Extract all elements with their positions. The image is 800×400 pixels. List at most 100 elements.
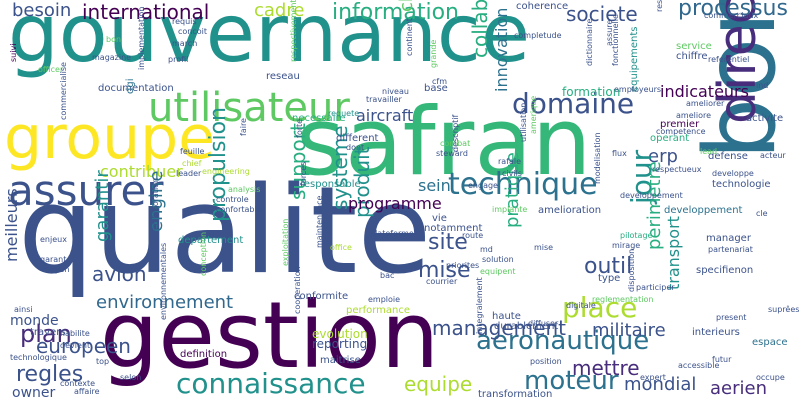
word-108: competence [656,127,706,136]
word-49: innovation [492,7,511,92]
word-111: developpe [712,169,754,178]
word-76: technologie [712,179,771,190]
word-57: documentation [98,83,174,94]
word-10: technique [448,167,598,202]
word-158: affaire [74,387,100,396]
word-104: referentiel [708,55,750,64]
word-71: conformite [294,291,349,302]
word-126: combat [440,139,471,148]
word-184: respectivement [289,0,298,62]
word-42: contribuer [100,162,183,181]
word-82: responsable [300,179,361,190]
word-30: mettre [572,356,640,380]
word-23: mise [418,258,471,283]
word-31: militaire [592,320,666,341]
word-138: respect [655,0,664,12]
word-125: civils [502,169,522,178]
word-77: defense [708,151,748,162]
word-167: office [330,243,352,252]
word-2: gestion [100,282,440,389]
word-59: necessaire [292,113,346,124]
word-153: ainsi [14,305,33,314]
word-137: assure [605,19,614,46]
word-52: programme [348,194,442,213]
word-141: chief [182,159,202,168]
word-32: besoin [12,0,72,21]
word-132: completude [514,31,562,40]
word-43: garantir [92,170,113,242]
word-96: officer [38,65,64,74]
word-0: gouvernance [8,0,531,80]
word-53: sein [418,176,451,195]
word-69: maitrise [320,355,361,366]
word-97: suivi [9,43,18,62]
word-85: coherence [516,1,569,12]
word-152: moyen [42,265,70,274]
word-189: descriptif [451,114,460,152]
word-13: aeronautique [476,326,650,356]
word-190: developpement [620,191,683,200]
word-165: forces [299,161,308,186]
word-160: selon [120,373,142,382]
word-115: partenariat [708,245,753,254]
word-147: confortable [216,205,262,214]
word-26: outil [584,254,633,279]
word-186: faire [239,118,248,136]
word-107: present [716,313,747,322]
word-3: safran [296,88,592,197]
word-72: manager [706,233,751,244]
word-113: acteur [760,151,786,160]
word-14: place [562,291,638,324]
word-144: engineering [202,167,250,176]
word-133: continent [405,18,414,56]
word-140: leader [176,169,202,178]
word-181: futur [712,355,732,364]
word-56: owner [12,385,56,400]
word-123: steward [436,149,468,158]
word-68: reporting [312,337,368,351]
word-73: interieurs [692,327,740,338]
word-187: amerique [529,95,538,134]
word-135: grande [429,39,438,68]
word-66: performance [346,305,411,316]
word-89: premier [660,119,700,130]
word-109: respectueux [652,165,702,174]
word-55: meilleurs [2,188,21,262]
word-192: ind [756,81,769,90]
word-79: haute [492,311,521,322]
word-18: societe [566,2,638,26]
word-7: assurer [8,166,164,215]
word-99: march [172,39,198,48]
word-86: service [676,41,712,52]
word-8: utilisateur [148,85,350,131]
word-101: requis [172,17,197,26]
word-48: collaborateur [468,0,492,58]
word-175: equipent [480,267,516,276]
word-143: commercialise [59,62,68,120]
word-155: devient [60,341,91,350]
word-106: ameliorer [686,99,725,108]
word-173: md [480,245,493,254]
word-91: type [598,273,621,284]
word-87: chiffre [676,51,708,62]
word-130: employeurs [614,85,662,94]
word-157: contexte [60,379,96,388]
word-102: implementation [137,6,146,70]
word-21: regles [16,362,84,387]
word-16: information [332,0,459,25]
word-183: suprêes [768,305,800,314]
word-74: espace [752,337,788,348]
word-129: niveau [382,87,409,96]
word-114: cle [756,209,768,218]
word-54: monde [10,313,59,329]
word-154: fiabilite [60,329,90,338]
word-121: digitale [566,301,596,310]
word-134: cfm [432,77,448,86]
word-164: maintenance [315,195,324,248]
word-64: developpement [664,205,743,216]
word-116: pilotage [620,231,653,240]
word-78: activite [746,113,784,124]
word-171: solution [482,255,514,264]
word-166: plateforme [370,229,414,238]
